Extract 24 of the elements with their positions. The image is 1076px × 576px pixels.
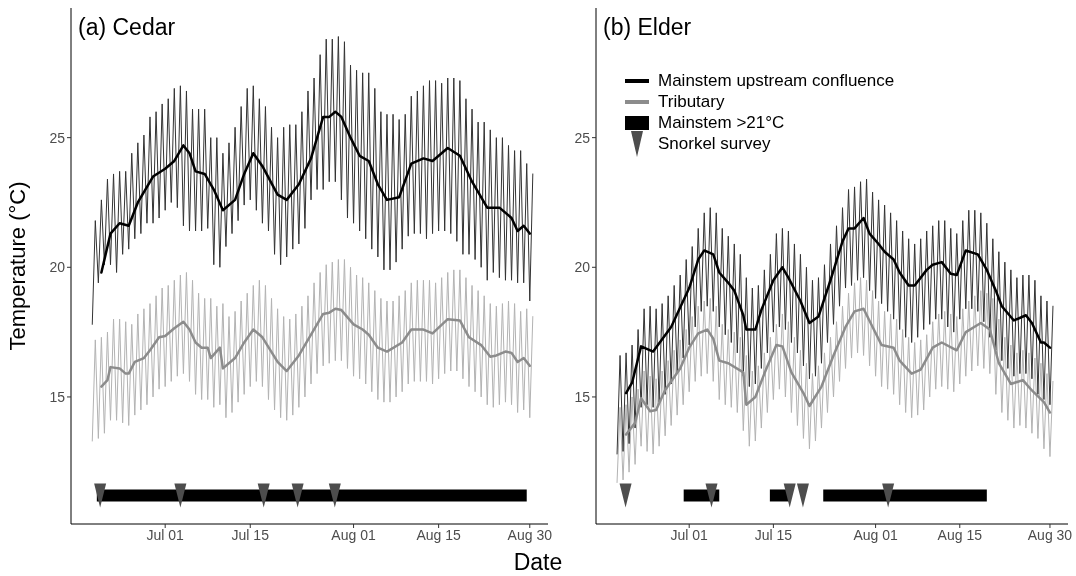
x-tick-label: Aug 15: [937, 526, 983, 543]
x-tick-label: Jul 01: [670, 526, 709, 543]
y-axis-title: Temperature (°C): [5, 181, 31, 351]
legend-label: Tributary: [658, 91, 725, 112]
x-tick-label: Aug 30: [1027, 526, 1073, 543]
y-tick-label: 25: [574, 129, 591, 146]
legend-label: Mainstem upstream confluence: [658, 70, 895, 91]
x-tick-label: Jul 15: [231, 526, 270, 543]
x-tick-label: Aug 01: [853, 526, 898, 543]
x-tick-label: Jul 01: [146, 526, 185, 543]
y-tick-label: 20: [574, 259, 591, 276]
chart-title: (a) Cedar: [78, 14, 176, 41]
x-tick-label: Aug 15: [416, 526, 462, 543]
y-tick-label: 20: [49, 259, 66, 276]
y-tick-label: 15: [574, 388, 591, 405]
y-tick-label: 25: [49, 129, 66, 146]
x-tick-label: Jul 15: [754, 526, 793, 543]
legend-label: Mainstem >21°C: [658, 112, 785, 133]
legend-label: Snorkel survey: [658, 133, 771, 154]
x-tick-label: Aug 01: [331, 526, 376, 543]
y-tick-label: 15: [49, 388, 66, 405]
chart-title: (b) Elder: [603, 14, 692, 41]
x-tick-label: Aug 30: [507, 526, 553, 543]
x-axis-title: Date: [512, 549, 564, 576]
